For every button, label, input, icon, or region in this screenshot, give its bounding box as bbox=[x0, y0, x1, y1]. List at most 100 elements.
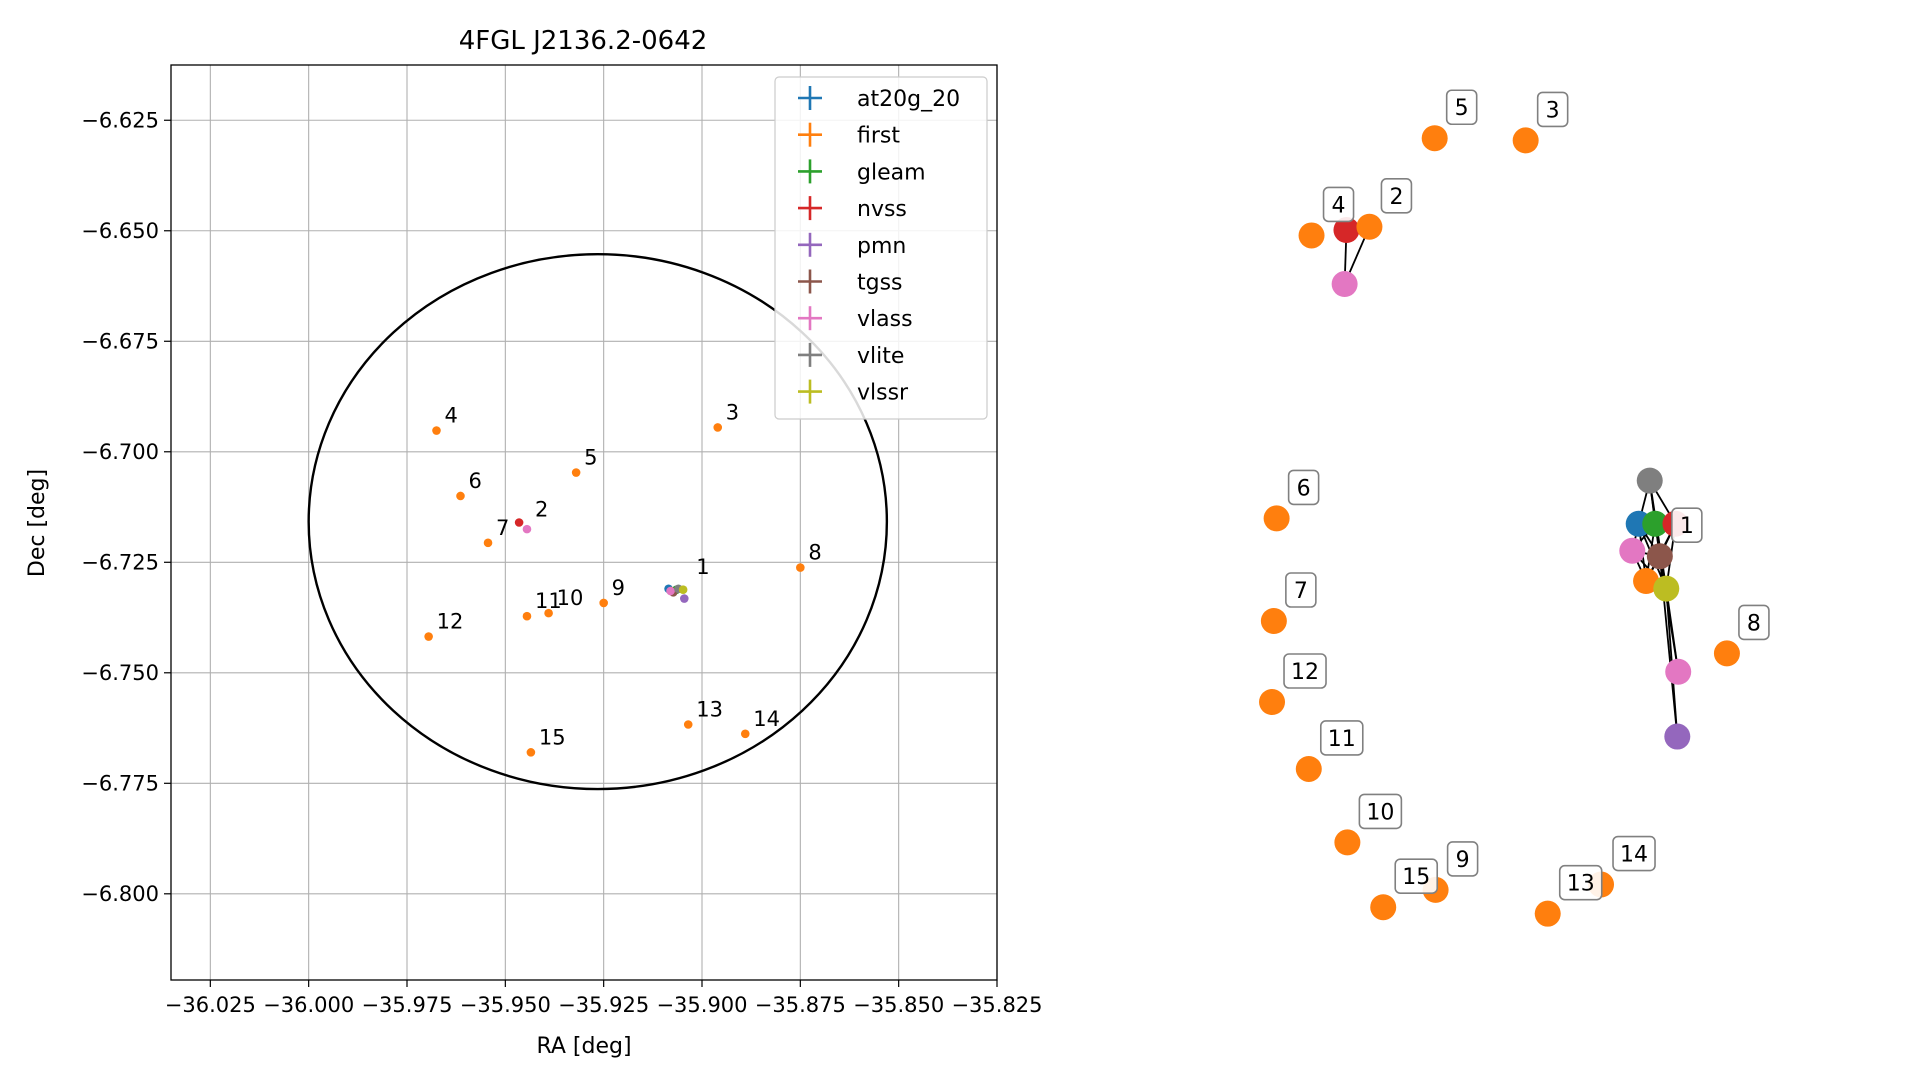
first-point bbox=[740, 729, 750, 739]
y-tick-label: −6.625 bbox=[81, 108, 159, 132]
x-tick-label: −35.875 bbox=[755, 993, 846, 1017]
node-label: 10 bbox=[1366, 800, 1394, 825]
graph-node bbox=[1633, 568, 1660, 595]
graph-node bbox=[1260, 608, 1287, 634]
node-label: 12 bbox=[1291, 660, 1319, 685]
point-annotation: 14 bbox=[753, 707, 780, 731]
node-label-box bbox=[1358, 793, 1403, 830]
vlssr-point bbox=[678, 585, 688, 594]
graph-node bbox=[1263, 505, 1290, 532]
first-point bbox=[683, 720, 693, 729]
node-label-box bbox=[1285, 572, 1317, 608]
point-annotation: 7 bbox=[496, 516, 509, 540]
point-annotation: 6 bbox=[468, 469, 481, 493]
graph-node bbox=[1664, 723, 1691, 750]
data-points bbox=[424, 423, 805, 757]
legend-label: at20g_20 bbox=[857, 87, 960, 112]
graph-node bbox=[1642, 510, 1669, 537]
first-point bbox=[432, 426, 441, 435]
node-label-box bbox=[1612, 835, 1656, 872]
graph-node bbox=[1421, 125, 1448, 152]
y-tick-label: −6.700 bbox=[81, 440, 159, 464]
point-annotation: 9 bbox=[612, 576, 625, 600]
graph-node bbox=[1298, 222, 1325, 249]
node-label: 13 bbox=[1567, 872, 1595, 897]
first-point bbox=[571, 468, 581, 477]
node-label-box bbox=[1445, 89, 1478, 126]
vlass-point bbox=[666, 586, 675, 596]
node-label-box bbox=[1558, 864, 1603, 901]
node-label: 2 bbox=[1389, 185, 1403, 210]
graph-node bbox=[1331, 271, 1358, 298]
point-annotation: 10 bbox=[557, 586, 584, 610]
x-tick-label: −35.925 bbox=[558, 993, 649, 1017]
point-annotation: 3 bbox=[726, 400, 739, 424]
node-label-box bbox=[1283, 653, 1327, 689]
node-label: 15 bbox=[1402, 865, 1430, 890]
legend-label: first bbox=[857, 124, 900, 149]
node-label-box bbox=[1394, 858, 1439, 895]
y-tick-label: −6.675 bbox=[81, 329, 159, 353]
node-label: 11 bbox=[1328, 727, 1356, 752]
y-tick-label: −6.650 bbox=[81, 219, 159, 243]
x-axis-label: RA [deg] bbox=[536, 1034, 631, 1059]
point-annotation: 12 bbox=[437, 610, 464, 634]
graph-node bbox=[1713, 640, 1740, 667]
first-point bbox=[522, 611, 532, 621]
legend-label: vlite bbox=[857, 344, 904, 369]
legend-box bbox=[774, 76, 988, 420]
node-label-box bbox=[1446, 841, 1479, 877]
node-label-box bbox=[1322, 186, 1355, 223]
point-annotation: 13 bbox=[696, 698, 723, 722]
graph-node bbox=[1665, 658, 1692, 685]
graph-node bbox=[1636, 467, 1663, 494]
x-tick-label: −35.900 bbox=[656, 993, 747, 1017]
node-label: 4 bbox=[1332, 193, 1346, 218]
graph-node bbox=[1333, 217, 1360, 244]
legend-label: tgss bbox=[857, 271, 903, 296]
node-label: 6 bbox=[1297, 476, 1311, 501]
pmn-point bbox=[680, 594, 689, 603]
y-tick-label: −6.775 bbox=[81, 771, 159, 795]
point-annotation: 11 bbox=[535, 589, 562, 613]
first-point bbox=[456, 491, 465, 501]
point-annotation: 2 bbox=[535, 498, 548, 522]
legend-label: vlass bbox=[857, 307, 913, 332]
node-label: 5 bbox=[1455, 96, 1469, 121]
y-tick-label: −6.750 bbox=[81, 661, 159, 685]
vlass-point bbox=[522, 524, 532, 534]
node-label: 7 bbox=[1294, 579, 1308, 604]
graph-node bbox=[1512, 127, 1539, 154]
grid-lines bbox=[171, 65, 998, 980]
y-axis-label: Dec [deg] bbox=[25, 469, 50, 577]
y-tick-label: −6.725 bbox=[81, 550, 159, 574]
y-axis-ticks: −6.625 −6.650 −6.675 −6.700 −6.725 −6.750 −6.7… bbox=[81, 108, 171, 906]
x-tick-label: −36.000 bbox=[263, 993, 354, 1017]
search-circle bbox=[307, 252, 889, 791]
node-label-box bbox=[1536, 91, 1569, 128]
first-point bbox=[599, 598, 608, 608]
first-point bbox=[796, 563, 805, 572]
point-annotation: 15 bbox=[539, 725, 566, 749]
legend-label: vlssr bbox=[857, 381, 909, 406]
graph-node bbox=[1619, 537, 1646, 564]
x-tick-label: −36.025 bbox=[165, 993, 256, 1017]
chart-title: 4FGL J2136.2-0642 bbox=[459, 26, 708, 56]
node-label: 14 bbox=[1620, 843, 1648, 868]
first-point bbox=[526, 748, 536, 757]
x-tick-label: −35.850 bbox=[853, 993, 944, 1017]
nvss-point bbox=[514, 518, 524, 527]
x-tick-label: −35.975 bbox=[361, 993, 452, 1017]
x-tick-label: −35.950 bbox=[460, 993, 551, 1017]
legend-label: pmn bbox=[857, 234, 906, 259]
first-point bbox=[424, 632, 433, 641]
graph-edge bbox=[1665, 588, 1680, 672]
plot-frame bbox=[170, 64, 998, 981]
search-region bbox=[307, 252, 889, 791]
